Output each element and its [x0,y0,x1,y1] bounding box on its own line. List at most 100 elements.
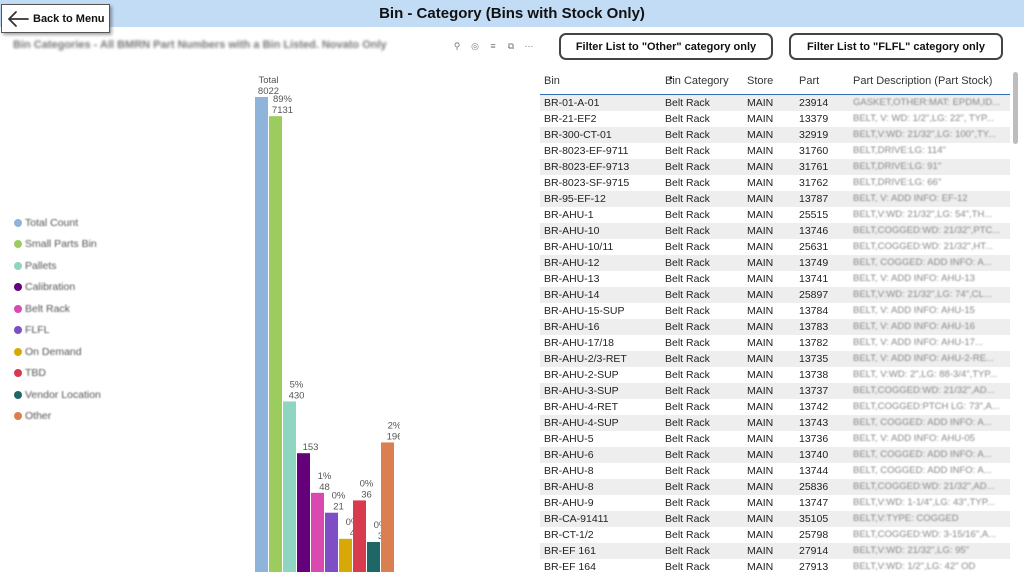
filter-icon[interactable]: ≡ [490,41,496,51]
table-row[interactable]: BR-AHU-15-SUP Belt Rack MAIN 13784 BELT, V: … [540,303,1010,319]
bar-belt-rack[interactable] [311,492,324,572]
more-icon[interactable]: ⋯ [524,41,534,51]
table-row[interactable]: BR-AHU-14 Belt Rack MAIN 25897 BELT,V:WD: 21… [540,287,1010,303]
table-row[interactable]: BR-AHU-1 Belt Rack MAIN 25515 BELT,V:WD: 21/… [540,207,1010,223]
table-row[interactable]: BR-AHU-8 Belt Rack MAIN 13744 BELT, COGGED: … [540,463,1010,479]
filter-other-button[interactable]: Filter List to "Other" category only [559,33,773,60]
table-row[interactable]: BR-EF 161 Belt Rack MAIN 27914 BELT,V:WD: 21… [540,543,1010,559]
legend-item[interactable]: On Demand [14,341,101,363]
cell-bin: BR-AHU-13 [544,273,600,285]
table-row[interactable]: BR-01-A-01 Belt Rack MAIN 23914 GASKET,OTHER… [540,95,1010,111]
table-row[interactable]: BR-AHU-13 Belt Rack MAIN 13741 BELT, V: ADD … [540,271,1010,287]
cell-bin-category: Belt Rack [665,305,710,317]
legend-label: Vendor Location [25,388,101,401]
bell-icon[interactable]: ◎ [471,41,479,51]
bar-other[interactable] [381,442,394,572]
legend-item[interactable]: Other [14,406,101,428]
table-row[interactable]: BR-95-EF-12 Belt Rack MAIN 13787 BELT, V: AD… [540,191,1010,207]
cell-store: MAIN [747,417,774,429]
table-row[interactable]: BR-8023-SF-9715 Belt Rack MAIN 31762 BELT,DR… [540,175,1010,191]
table-row[interactable]: BR-EF 164 Belt Rack MAIN 27913 BELT,V:WD: 1/… [540,559,1010,575]
cell-part-description: BELT,COGGED:WD: 3-15/16",A... [853,529,997,540]
legend-item[interactable]: Total Count [14,212,101,234]
bar-total-count[interactable] [255,97,268,572]
cell-part-description: BELT, V: WD: 1/2",LG: 22", TYP... [853,113,995,124]
bar-small-parts-bin[interactable] [269,116,282,573]
table-row[interactable]: BR-AHU-16 Belt Rack MAIN 13783 BELT, V: ADD … [540,319,1010,335]
table-row[interactable]: BR-CA-91411 Belt Rack MAIN 35105 BELT,V:TYPE… [540,511,1010,527]
cell-bin-category: Belt Rack [665,209,710,221]
table-row[interactable]: BR-AHU-2/3-RET Belt Rack MAIN 13735 BELT, V:… [540,351,1010,367]
bar-value-label: 196 [387,431,400,442]
cell-part: 13782 [799,337,829,349]
cell-part-description: BELT,DRIVE:LG: 66" [853,177,942,188]
table-row[interactable]: BR-AHU-4-SUP Belt Rack MAIN 13743 BELT, COGG… [540,415,1010,431]
bar-value-label: 7131 [272,105,293,116]
table-row[interactable]: BR-300-CT-01 Belt Rack MAIN 32919 BELT,V:WD:… [540,127,1010,143]
table-row[interactable]: BR-AHU-10/11 Belt Rack MAIN 25631 BELT,COGGE… [540,239,1010,255]
table-row[interactable]: BR-AHU-10 Belt Rack MAIN 13746 BELT,COGGED:W… [540,223,1010,239]
cell-store: MAIN [747,209,774,221]
table-row[interactable]: BR-21-EF2 Belt Rack MAIN 13379 BELT, V: WD: … [540,111,1010,127]
table-row[interactable]: BR-AHU-8 Belt Rack MAIN 25836 BELT,COGGED:WD… [540,479,1010,495]
cell-part-description: BELT,COGGED:PTCH LG: 73",A... [853,401,1000,412]
table-row[interactable]: BR-8023-EF-9711 Belt Rack MAIN 31760 BELT,DR… [540,143,1010,159]
cell-bin: BR-01-A-01 [544,97,600,109]
legend-item[interactable]: Belt Rack [14,298,101,320]
legend-dot-icon [14,261,22,270]
cell-part-description: BELT,V:TYPE: COGGED [853,513,959,524]
bar-tbd[interactable] [353,500,366,572]
legend-label: FLFL [25,324,50,337]
cell-bin: BR-8023-EF-9713 [544,161,630,173]
bar-flfl[interactable] [325,512,338,572]
cell-part-description: BELT, V: ADD INFO: AHU-13 [853,273,975,284]
table-row[interactable]: BR-AHU-4-RET Belt Rack MAIN 13742 BELT,COGGE… [540,399,1010,415]
cell-part-description: GASKET,OTHER:MAT: EPDM,ID... [853,97,1001,108]
column-header-part-description[interactable]: Part Description (Part Stock) [853,75,993,87]
back-to-menu-button[interactable]: Back to Menu [1,4,110,33]
cell-bin-category: Belt Rack [665,273,710,285]
cell-store: MAIN [747,289,774,301]
legend-item[interactable]: Pallets [14,255,101,277]
table-row[interactable]: BR-AHU-17/18 Belt Rack MAIN 13782 BELT, V: A… [540,335,1010,351]
table-row[interactable]: BR-AHU-2-SUP Belt Rack MAIN 13738 BELT, V:WD… [540,367,1010,383]
table-row[interactable]: BR-AHU-9 Belt Rack MAIN 13747 BELT,V:WD: 1-1… [540,495,1010,511]
legend-item[interactable]: Calibration [14,277,101,299]
cell-store: MAIN [747,433,774,445]
cell-bin: BR-EF 161 [544,545,596,557]
cell-bin: BR-AHU-4-RET [544,401,619,413]
table-row[interactable]: BR-CT-1/2 Belt Rack MAIN 25798 BELT,COGGED:W… [540,527,1010,543]
bar-calibration[interactable] [297,453,310,572]
cell-part: 32919 [799,129,829,141]
legend-item[interactable]: FLFL [14,320,101,342]
cell-bin-category: Belt Rack [665,337,710,349]
legend-label: Small Parts Bin [25,238,97,251]
legend-item[interactable]: TBD [14,363,101,385]
table-row[interactable]: BR-AHU-3-SUP Belt Rack MAIN 13737 BELT,COGGE… [540,383,1010,399]
table-row[interactable]: BR-AHU-12 Belt Rack MAIN 13749 BELT, COGGED:… [540,255,1010,271]
pin-icon[interactable]: ⚲ [453,41,461,51]
cell-bin: BR-AHU-3-SUP [544,385,619,397]
legend-item[interactable]: Vendor Location [14,384,101,406]
column-header-part[interactable]: Part [799,75,820,87]
cell-part-description: BELT,V:WD: 1-1/4",LG: 43",TYP... [853,497,995,508]
focus-icon[interactable]: ⧉ [507,41,515,51]
filter-flfl-button[interactable]: Filter List to "FLFL" category only [789,33,1003,60]
bar-on-demand[interactable] [339,538,352,572]
table-row[interactable]: BR-AHU-5 Belt Rack MAIN 13736 BELT, V: ADD I… [540,431,1010,447]
table-row[interactable]: BR-AHU-6 Belt Rack MAIN 13740 BELT, COGGED: … [540,447,1010,463]
cell-part: 13747 [799,497,829,509]
cell-part: 13379 [799,113,829,125]
column-header-store[interactable]: Store [747,75,774,87]
legend-dot-icon [14,390,22,399]
table-scrollbar[interactable] [1013,72,1018,144]
bar-vendor-location[interactable] [367,541,380,572]
table-row[interactable]: BR-8023-EF-9713 Belt Rack MAIN 31761 BELT,DR… [540,159,1010,175]
column-header-bin[interactable]: Bin [544,75,560,87]
column-header-bin-category[interactable]: Bin Category [665,75,729,87]
cell-part-description: BELT, COGGED: ADD INFO: A... [853,449,992,460]
legend-item[interactable]: Small Parts Bin [14,234,101,256]
bar-pallets[interactable] [283,401,296,572]
cell-bin-category: Belt Rack [665,369,710,381]
cell-part: 13749 [799,257,829,269]
